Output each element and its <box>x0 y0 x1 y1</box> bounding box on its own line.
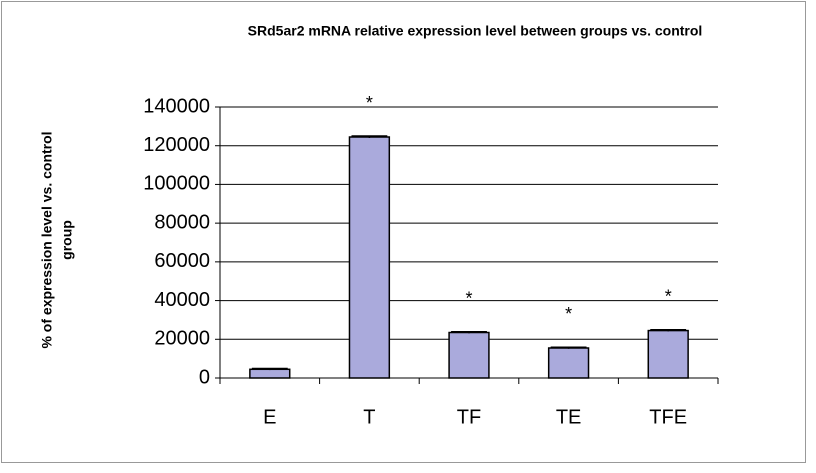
x-tick-label: TFE <box>649 406 687 428</box>
significance-label: * <box>465 288 472 308</box>
bar <box>348 136 391 379</box>
x-tick-label: TF <box>457 406 481 428</box>
frame <box>1 1 806 463</box>
y-tick-label: 40000 <box>154 289 210 311</box>
significance-label: * <box>665 287 672 307</box>
chart-title: SRd5ar2 mRNA relative expression level b… <box>248 23 703 39</box>
y-axis-label: % of expression level vs. control group <box>39 131 75 348</box>
x-tick-label: TE <box>556 406 582 428</box>
significance-label: * <box>366 93 373 113</box>
y-tick-label: 140000 <box>143 95 210 117</box>
bar <box>448 331 490 379</box>
bar <box>647 329 689 379</box>
y-axis-label-line: % of expression level vs. control <box>39 131 55 348</box>
bar <box>249 368 291 379</box>
y-axis-label-line: group <box>59 220 75 260</box>
bar <box>547 347 590 379</box>
y-tick-label: 20000 <box>154 328 210 350</box>
x-tick-label: T <box>363 406 375 428</box>
y-tick-label: 100000 <box>143 173 210 195</box>
y-tick-label: 0 <box>199 366 210 388</box>
y-tick-label: 120000 <box>143 134 210 156</box>
y-tick-label: 60000 <box>154 250 210 272</box>
y-tick-label: 80000 <box>154 211 210 233</box>
x-tick-label: E <box>263 406 276 428</box>
significance-label: * <box>565 304 572 324</box>
